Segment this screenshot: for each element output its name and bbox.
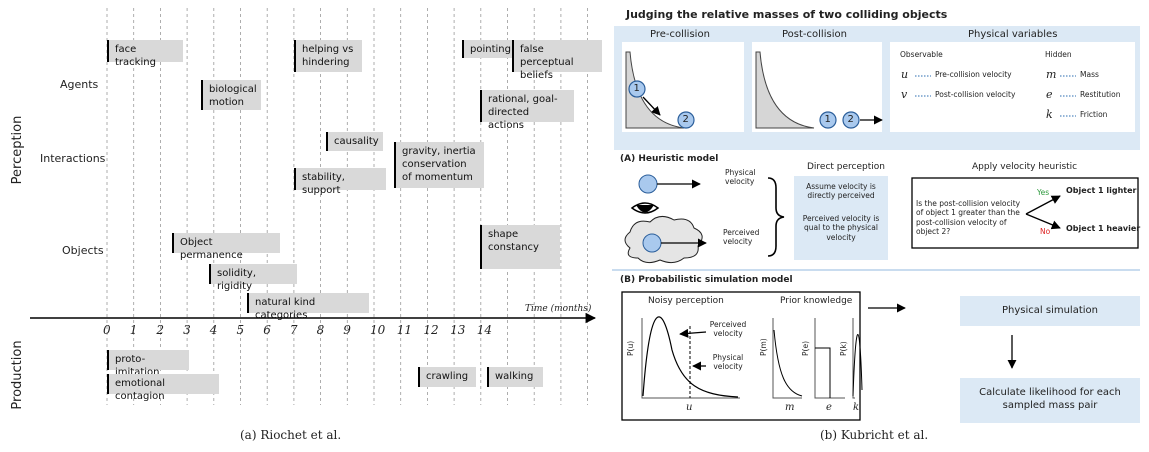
- month-label: 12: [423, 323, 438, 338]
- curve-label: Physical velocity: [706, 353, 750, 372]
- caption: (a) Riochet et al.: [240, 428, 341, 443]
- variable-group: Hidden: [1045, 50, 1072, 59]
- event-box: emotional contagion: [107, 374, 219, 394]
- month-label: 1: [130, 323, 138, 338]
- row-label: Interactions: [40, 152, 105, 166]
- yes-label: Yes: [1037, 188, 1049, 197]
- ball: [639, 175, 657, 193]
- variable-text: Pre-collision velocity: [935, 70, 1012, 79]
- event-box: walking: [487, 367, 543, 387]
- process-text: Calculate likelihood for each sampled ma…: [972, 387, 1128, 412]
- axis-label: P(k): [839, 341, 848, 356]
- event-box: rational, goal-directed actions: [480, 90, 574, 122]
- no-label: No: [1040, 227, 1050, 236]
- event-box: Object permanence: [172, 233, 280, 253]
- month-label: 3: [183, 323, 191, 338]
- variable-group: Observable: [900, 50, 943, 59]
- month-label: 0: [103, 323, 111, 338]
- ball: [643, 234, 661, 252]
- month-label: 5: [237, 323, 245, 338]
- month-label: 14: [477, 323, 492, 338]
- label: Perceived velocity: [723, 228, 765, 247]
- event-box: biological motion: [201, 80, 261, 110]
- event-box: proto-imitation: [107, 350, 189, 370]
- event-box: helping vs hindering: [294, 40, 362, 72]
- event-box: gravity, inertia conservation of momentu…: [394, 142, 484, 188]
- variable-symbol: u: [901, 68, 908, 82]
- panel-heading: Physical variables: [968, 29, 1057, 42]
- section-label: Perception: [10, 116, 26, 185]
- event-box: stability, support: [294, 168, 386, 190]
- section-heading: (B) Probabilistic simulation model: [620, 275, 793, 286]
- event-box: pointing: [462, 40, 512, 58]
- event-box: natural kind categories: [247, 293, 369, 313]
- event-box: false perceptual beliefs: [512, 40, 602, 72]
- axis-label: P(m): [759, 338, 768, 356]
- question-text: Is the post-collision velocity of object…: [916, 199, 1026, 237]
- figure: 01234567891011121314Time (months)Percept…: [0, 0, 1149, 452]
- brace: [768, 178, 784, 256]
- panel-heading: Apply velocity heuristic: [972, 162, 1077, 173]
- outcome: Object 1 heavier: [1066, 224, 1140, 234]
- month-label: 2: [156, 323, 164, 338]
- month-label: 6: [263, 323, 271, 338]
- variable-text: Mass: [1080, 70, 1099, 79]
- variable-symbol: v: [901, 88, 907, 102]
- panel-heading: Post-collision: [782, 29, 847, 42]
- process-text: Physical simulation: [960, 305, 1140, 318]
- axis-label: P(u): [626, 341, 635, 356]
- axis-label: e: [826, 402, 832, 415]
- axis-label: k: [853, 402, 859, 415]
- section-heading: (A) Heuristic model: [620, 154, 718, 165]
- cloud: [625, 216, 702, 262]
- event-box: crawling: [418, 367, 476, 387]
- variable-text: Post-collision velocity: [935, 90, 1015, 99]
- ball-label: 2: [848, 114, 854, 127]
- info-text: Assume velocity is directly perceived: [798, 182, 884, 201]
- month-label: 10: [370, 323, 385, 338]
- panel-heading: Pre-collision: [650, 29, 710, 42]
- variable-text: Restitution: [1080, 90, 1120, 99]
- axis-label: m: [785, 402, 794, 415]
- month-label: 4: [210, 323, 218, 338]
- event-box: face tracking: [107, 40, 183, 62]
- variable-symbol: k: [1046, 108, 1053, 122]
- ball-label: 1: [634, 83, 640, 96]
- curve-label: Perceived velocity: [706, 320, 750, 339]
- variable-symbol: m: [1046, 68, 1056, 82]
- caption: (b) Kubricht et al.: [820, 428, 928, 443]
- month-label: 9: [343, 323, 351, 338]
- month-label: 8: [317, 323, 325, 338]
- row-label: Objects: [62, 244, 104, 258]
- variable-symbol: e: [1046, 88, 1053, 102]
- info-text: Perceived velocity is qual to the physic…: [798, 214, 884, 242]
- panel-heading: Direct perception: [807, 162, 885, 173]
- axis-label: P(e): [801, 341, 810, 356]
- axis-label: u: [686, 402, 692, 415]
- ball-label: 2: [683, 114, 689, 127]
- row-label: Agents: [60, 78, 98, 92]
- panel-heading: Prior knowledge: [780, 296, 852, 307]
- event-box: solidity, rigidity: [209, 264, 297, 284]
- event-box: causality: [326, 132, 383, 151]
- outcome: Object 1 lighter: [1066, 186, 1137, 196]
- month-label: 7: [290, 323, 298, 338]
- title: Judging the relative masses of two colli…: [626, 8, 947, 22]
- axis-label: Time (months): [525, 304, 591, 315]
- ball-label: 1: [825, 114, 831, 127]
- panel-heading: Noisy perception: [648, 296, 724, 307]
- month-label: 11: [397, 323, 412, 338]
- variable-text: Friction: [1080, 110, 1107, 119]
- label: Physical velocity: [725, 168, 767, 187]
- event-box: shape constancy: [480, 225, 560, 269]
- section-label: Production: [10, 340, 26, 409]
- month-label: 13: [450, 323, 465, 338]
